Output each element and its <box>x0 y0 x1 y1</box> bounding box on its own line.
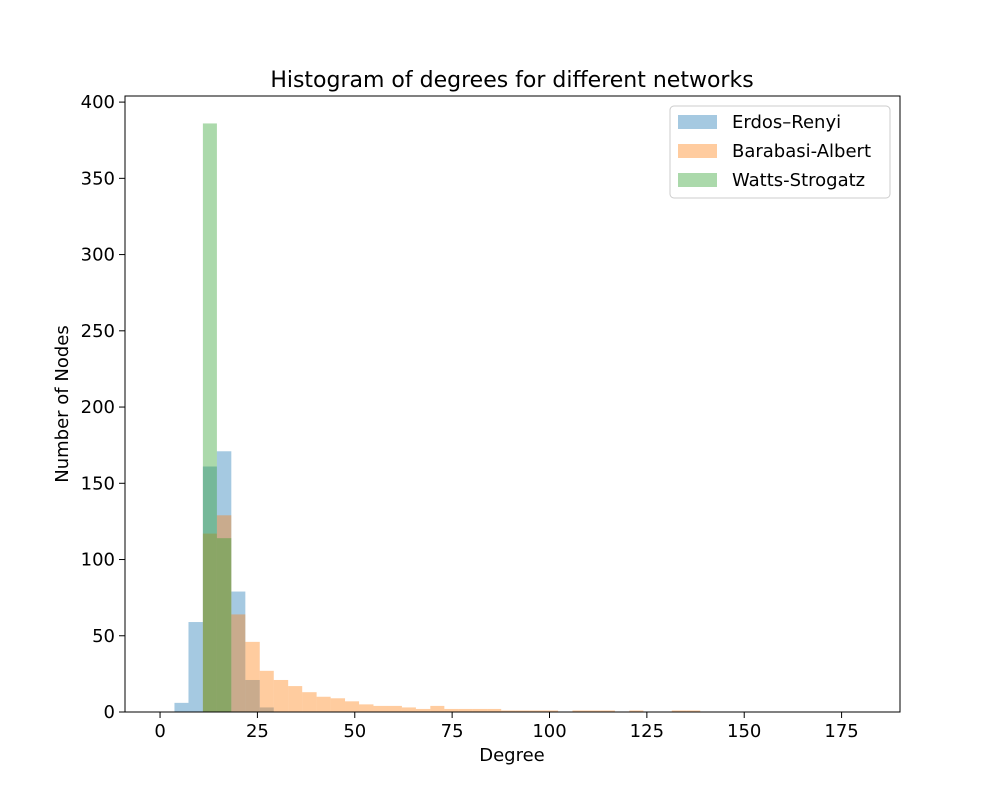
bar-barabasi-albert <box>444 708 459 712</box>
legend-swatch-watts-strogatz <box>678 173 717 187</box>
x-axis-ticks: 0 25 50 75 100 125 150 175 <box>154 712 859 742</box>
bar-barabasi-albert <box>501 710 516 712</box>
y-tick-label: 300 <box>81 245 115 266</box>
bar-barabasi-albert <box>273 679 289 712</box>
bars-layer <box>174 123 701 712</box>
bar-barabasi-albert <box>487 708 502 712</box>
bar-barabasi-albert <box>415 708 431 712</box>
legend-swatch-erdos-renyi <box>678 115 717 129</box>
bar-barabasi-albert <box>330 698 346 712</box>
plot-frame <box>124 95 901 713</box>
y-tick-label: 400 <box>81 92 115 113</box>
bar-watts-strogatz <box>216 538 232 712</box>
bar-erdos-renyi <box>188 622 203 712</box>
y-axis-label: Number of Nodes <box>52 325 73 482</box>
series-watts-strogatz <box>202 123 232 712</box>
y-tick-label: 350 <box>81 168 115 189</box>
bar-barabasi-albert <box>401 707 416 712</box>
x-tick-label: 150 <box>727 721 761 742</box>
bar-barabasi-albert <box>359 704 374 712</box>
bar-barabasi-albert <box>671 710 687 712</box>
bar-barabasi-albert <box>345 701 360 712</box>
x-tick-label: 125 <box>630 721 664 742</box>
x-axis-label: Degree <box>479 745 545 766</box>
bar-barabasi-albert <box>202 533 217 712</box>
x-tick-label: 175 <box>824 721 858 742</box>
y-tick-label: 250 <box>81 321 115 342</box>
bar-barabasi-albert <box>472 708 488 712</box>
legend-label-watts-strogatz: Watts-Strogatz <box>732 170 865 191</box>
legend-box <box>669 105 891 199</box>
bar-erdos-renyi <box>202 466 217 712</box>
x-tick-label: 75 <box>441 721 464 742</box>
y-tick-label: 50 <box>92 626 115 647</box>
bar-barabasi-albert <box>629 710 644 712</box>
bar-barabasi-albert <box>572 710 587 712</box>
legend-label-erdos-renyi: Erdos–Renyi <box>732 112 841 133</box>
bar-barabasi-albert <box>544 710 559 712</box>
bar-barabasi-albert <box>529 710 545 712</box>
bar-erdos-renyi <box>174 702 189 712</box>
series-barabasi-albert <box>202 515 701 712</box>
bar-erdos-renyi <box>259 707 274 712</box>
chart-title: Histogram of degrees for different netwo… <box>270 68 753 93</box>
bar-barabasi-albert <box>387 705 402 712</box>
legend: Erdos–Renyi Barabasi-Albert Watts-Stroga… <box>669 105 891 199</box>
bar-barabasi-albert <box>316 696 331 712</box>
x-tick-label: 0 <box>154 721 165 742</box>
bar-barabasi-albert <box>302 692 317 712</box>
bar-erdos-renyi <box>245 679 260 712</box>
bar-barabasi-albert <box>686 710 701 712</box>
bar-barabasi-albert <box>515 710 530 712</box>
series-erdos-renyi <box>174 451 274 712</box>
bar-erdos-renyi <box>216 451 232 712</box>
y-tick-label: 150 <box>81 473 115 494</box>
bar-barabasi-albert <box>231 614 246 712</box>
bar-barabasi-albert <box>586 710 601 712</box>
bar-barabasi-albert <box>245 641 260 712</box>
y-tick-label: 100 <box>81 550 115 571</box>
y-tick-label: 200 <box>81 397 115 418</box>
bar-barabasi-albert <box>216 515 232 712</box>
x-tick-label: 50 <box>343 721 366 742</box>
bar-watts-strogatz <box>202 123 217 712</box>
y-tick-label: 0 <box>104 702 115 723</box>
bar-barabasi-albert <box>288 686 303 712</box>
x-tick-label: 100 <box>532 721 566 742</box>
legend-swatch-barabasi-albert <box>678 144 717 158</box>
y-axis-ticks: 0 50 100 150 200 250 300 350 400 <box>81 92 125 723</box>
bar-erdos-renyi <box>231 591 246 712</box>
bar-barabasi-albert <box>600 710 615 712</box>
bar-barabasi-albert <box>259 670 274 712</box>
bar-barabasi-albert <box>373 705 388 712</box>
legend-label-barabasi-albert: Barabasi-Albert <box>732 141 871 162</box>
x-tick-label: 25 <box>246 721 269 742</box>
bar-barabasi-albert <box>458 708 473 712</box>
bar-barabasi-albert <box>430 705 445 712</box>
